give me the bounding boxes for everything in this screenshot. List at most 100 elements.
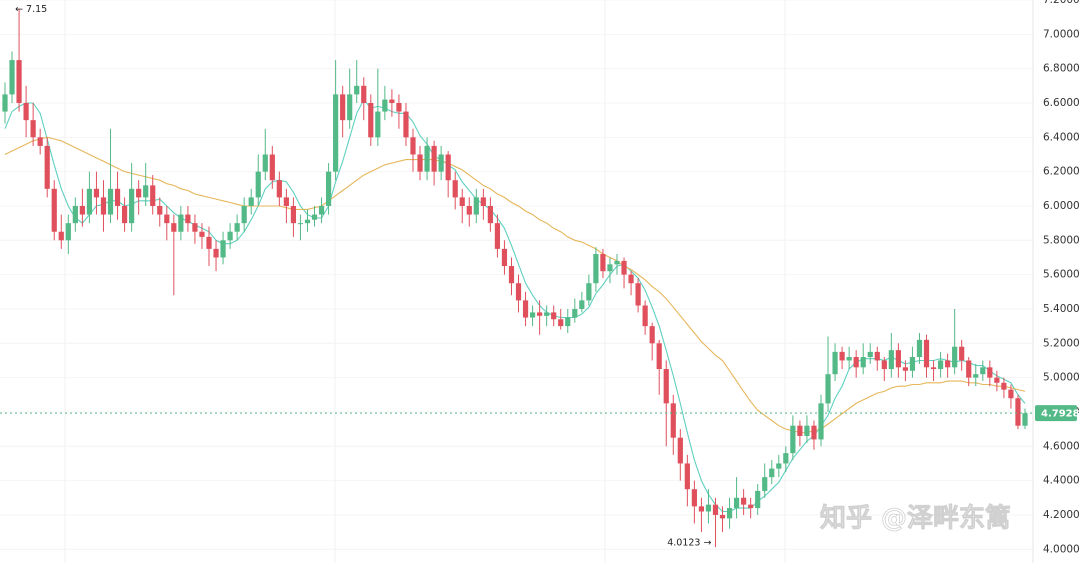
candle-body <box>318 205 325 215</box>
candle-body <box>206 236 212 249</box>
candle-body <box>114 188 121 206</box>
candle-body <box>691 489 697 507</box>
candle-body <box>143 185 149 198</box>
candle-body <box>30 120 36 138</box>
candle-body <box>157 205 163 215</box>
candle-body <box>677 437 683 464</box>
candle-body <box>741 497 747 505</box>
candle-body <box>762 477 768 491</box>
candle-body <box>607 264 613 272</box>
candle-body <box>354 85 360 95</box>
candle-body <box>966 360 972 378</box>
candle-body <box>572 308 578 318</box>
candle-body <box>150 185 156 206</box>
candle-body <box>410 137 416 155</box>
candle-body <box>902 367 909 371</box>
candle-body <box>325 171 332 206</box>
candle-body <box>501 248 508 267</box>
y-tick-label: 6.2000 <box>1043 166 1080 178</box>
candle-body <box>959 346 965 361</box>
high-annotation: ← 7.15 <box>15 4 47 15</box>
candle-body <box>874 351 880 361</box>
y-tick-label: 6.4000 <box>1043 131 1080 143</box>
candle-body <box>136 188 142 198</box>
candle-body <box>1015 398 1021 426</box>
candle-body <box>818 403 824 440</box>
candle-body <box>72 205 78 224</box>
candle-body <box>1008 389 1014 399</box>
candle-body <box>86 188 93 215</box>
candle-body <box>389 99 395 103</box>
candle-body <box>670 403 676 438</box>
candle-body <box>269 154 275 181</box>
candle-body <box>663 369 669 404</box>
candle-body <box>987 367 993 378</box>
candle-body <box>916 339 923 358</box>
candle-body <box>529 312 536 318</box>
candle-body <box>129 188 135 224</box>
candle-body <box>403 111 409 138</box>
candle-body <box>945 360 951 368</box>
candle-body <box>2 94 8 112</box>
candle-body <box>452 180 458 198</box>
candle-body <box>748 504 754 509</box>
candle-body <box>825 374 831 404</box>
candle-body <box>276 180 282 198</box>
candle-body <box>937 360 944 370</box>
candle-body <box>466 205 472 215</box>
candle-body <box>297 223 304 225</box>
candle-body <box>368 102 374 138</box>
candle-body <box>255 171 261 198</box>
candle-body <box>733 497 740 509</box>
candle-body <box>51 188 57 232</box>
candle-body <box>459 197 465 206</box>
candle-body <box>93 188 100 198</box>
candle-body <box>58 231 64 241</box>
candle-body <box>881 360 887 370</box>
candle-body <box>600 254 606 272</box>
moving-average-line <box>4 136 1026 434</box>
candle-body <box>241 205 247 224</box>
candle-body <box>164 214 170 224</box>
candle-body <box>192 223 198 232</box>
candle-body <box>790 425 796 454</box>
candle-body <box>860 357 866 368</box>
candle-body <box>726 508 733 519</box>
candle-body <box>100 197 107 215</box>
y-tick-label: 6.0000 <box>1043 200 1080 212</box>
candle-body <box>537 312 543 316</box>
candle-body <box>438 154 444 172</box>
candle-body <box>290 205 297 224</box>
candle-body <box>579 300 585 309</box>
y-tick-label: 5.4000 <box>1043 303 1080 315</box>
candle-body <box>558 319 564 327</box>
last-price-box <box>1035 405 1077 422</box>
candle-body <box>171 223 177 232</box>
candle-body <box>705 504 712 512</box>
candle-body <box>783 453 789 464</box>
candle-body <box>930 367 937 370</box>
candle-body <box>628 274 634 284</box>
candle-body <box>853 357 859 368</box>
candle-body <box>755 490 761 509</box>
candle-body <box>712 504 719 515</box>
candle-body <box>515 283 522 301</box>
candle-body <box>44 145 50 189</box>
low-annotation: 4.0123 → <box>667 538 711 549</box>
watermark: 知乎 @泽畔东篱 <box>820 503 1011 534</box>
last-price-label: 4.7928 <box>1041 409 1080 420</box>
candle-body <box>283 197 289 206</box>
candle-body <box>234 223 240 232</box>
candle-body <box>9 60 15 95</box>
y-tick-label: 5.0000 <box>1043 372 1080 384</box>
candle-body <box>797 425 803 436</box>
candle-body <box>994 377 1000 383</box>
candle-body <box>684 463 690 490</box>
candle-body <box>593 254 599 284</box>
candle-body <box>375 111 381 138</box>
candle-body <box>888 350 894 370</box>
candle-body <box>656 343 662 370</box>
candle-body <box>178 214 184 232</box>
candle-body <box>494 223 501 249</box>
